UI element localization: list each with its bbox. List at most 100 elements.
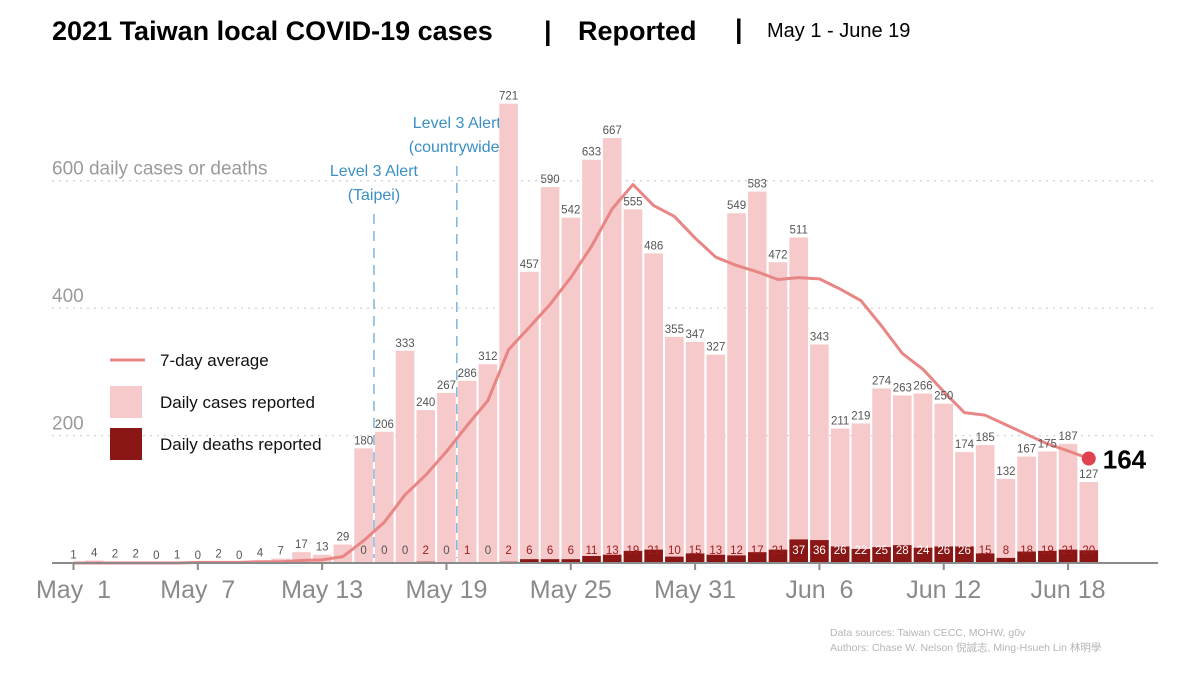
case-label-28: 486 <box>644 240 663 252</box>
case-label-23: 590 <box>540 174 559 186</box>
case-bar-11 <box>292 552 311 563</box>
case-label-21: 721 <box>499 91 518 103</box>
death-label-17: 2 <box>423 545 429 557</box>
death-bar-40 <box>893 545 912 563</box>
chart-mode: Reported <box>578 16 697 46</box>
case-bar-25 <box>582 159 601 563</box>
x-tick-label-18: May 19 <box>405 576 487 604</box>
case-label-35: 511 <box>790 224 808 236</box>
case-bar-29 <box>665 336 684 563</box>
death-label-27: 19 <box>627 545 640 557</box>
death-label-30: 15 <box>689 545 702 557</box>
case-label-2: 2 <box>112 549 118 561</box>
chart-date-range: May 1 - June 19 <box>767 20 910 42</box>
death-bar-38 <box>851 548 871 563</box>
death-label-21: 2 <box>505 545 511 557</box>
case-label-10: 7 <box>277 546 283 558</box>
death-label-26: 13 <box>606 545 619 557</box>
death-bar-33 <box>747 552 767 563</box>
case-label-37: 211 <box>831 416 849 428</box>
death-label-45: 8 <box>1003 545 1009 557</box>
legend-label-deaths: Daily deaths reported <box>160 435 322 454</box>
death-bar-34 <box>768 549 788 563</box>
case-label-48: 187 <box>1058 431 1077 443</box>
case-bar-35 <box>789 237 808 563</box>
case-bar-37 <box>830 428 850 563</box>
y-tick-label-400: 400 <box>52 286 84 307</box>
bar-labels: 1 4 2 2 0 1 0 2 0 4 717 132918002060333024022670286… <box>70 91 1098 562</box>
death-label-41: 24 <box>917 545 930 557</box>
death-bar-43 <box>955 546 974 563</box>
death-label-47: 19 <box>1041 545 1054 557</box>
death-label-24: 6 <box>568 545 574 557</box>
y-tick-label-600: 600 daily cases or deaths <box>52 159 267 180</box>
case-label-16: 333 <box>395 338 414 350</box>
death-label-16: 0 <box>402 545 408 557</box>
case-label-31: 327 <box>706 342 725 354</box>
case-bar-45 <box>996 478 1016 563</box>
case-bar-49 <box>1079 482 1099 563</box>
case-bar-39 <box>872 388 891 563</box>
case-bar-40 <box>893 395 912 563</box>
case-label-29: 355 <box>665 324 684 336</box>
case-label-39: 274 <box>872 375 892 387</box>
case-label-0: 1 <box>70 549 76 561</box>
death-bar-27 <box>623 550 643 563</box>
case-bar-31 <box>706 354 726 563</box>
death-label-15: 0 <box>381 545 387 557</box>
case-label-12: 13 <box>316 542 329 554</box>
death-label-36: 36 <box>813 545 826 557</box>
death-label-32: 12 <box>730 545 743 557</box>
final-value-label: 164 <box>1103 445 1147 475</box>
range-separator: | <box>735 14 743 44</box>
case-label-22: 457 <box>520 259 539 271</box>
case-label-14: 180 <box>354 435 373 447</box>
case-label-18: 267 <box>437 380 456 392</box>
death-label-20: 0 <box>485 545 491 557</box>
case-label-3: 2 <box>132 549 138 561</box>
case-label-45: 132 <box>996 466 1015 478</box>
death-label-43: 26 <box>958 545 971 557</box>
title-separator: | <box>544 16 552 46</box>
x-tick-label-30: May 31 <box>654 576 736 604</box>
case-label-43: 174 <box>955 439 975 451</box>
death-bar-23 <box>540 559 560 563</box>
death-bar-25 <box>582 555 601 563</box>
death-bar-31 <box>706 554 726 563</box>
case-label-8: 0 <box>236 550 242 562</box>
death-bar-30 <box>685 553 705 563</box>
death-label-29: 10 <box>668 545 681 557</box>
death-label-37: 26 <box>834 545 847 557</box>
alert-label-1-line1: Level 3 Alert <box>413 115 502 132</box>
death-label-39: 25 <box>875 545 888 557</box>
alert-label-0-line2: (Taipei) <box>348 187 400 204</box>
death-bar-39 <box>872 547 891 563</box>
death-label-40: 28 <box>896 545 909 557</box>
death-bar-45 <box>996 557 1016 563</box>
case-label-36: 343 <box>810 331 829 343</box>
case-label-6: 0 <box>195 550 201 562</box>
death-label-28: 21 <box>647 545 660 557</box>
death-label-44: 15 <box>979 545 992 557</box>
death-label-22: 6 <box>526 545 532 557</box>
case-label-33: 583 <box>748 179 767 191</box>
case-bar-36 <box>810 344 829 563</box>
y-tick-label-200: 200 <box>52 414 84 435</box>
death-label-23: 6 <box>547 545 553 557</box>
legend: 7-day average Daily cases reported Daily… <box>110 351 322 460</box>
case-label-4: 0 <box>153 550 159 562</box>
case-bar-46 <box>1017 456 1036 563</box>
death-bar-46 <box>1017 551 1036 563</box>
case-label-1: 4 <box>91 547 98 559</box>
alert-label-0-line1: Level 3 Alert <box>330 163 419 180</box>
case-label-38: 219 <box>851 410 870 422</box>
case-bar-48 <box>1058 443 1078 563</box>
legend-label-cases: Daily cases reported <box>160 393 315 412</box>
case-bar-14 <box>354 448 373 563</box>
legend-deaths-swatch <box>110 428 142 460</box>
case-bar-23 <box>540 187 560 563</box>
death-bar-24 <box>561 559 581 563</box>
legend-label-average: 7-day average <box>160 351 269 370</box>
case-label-13: 29 <box>336 532 349 544</box>
case-label-27: 555 <box>623 196 642 208</box>
